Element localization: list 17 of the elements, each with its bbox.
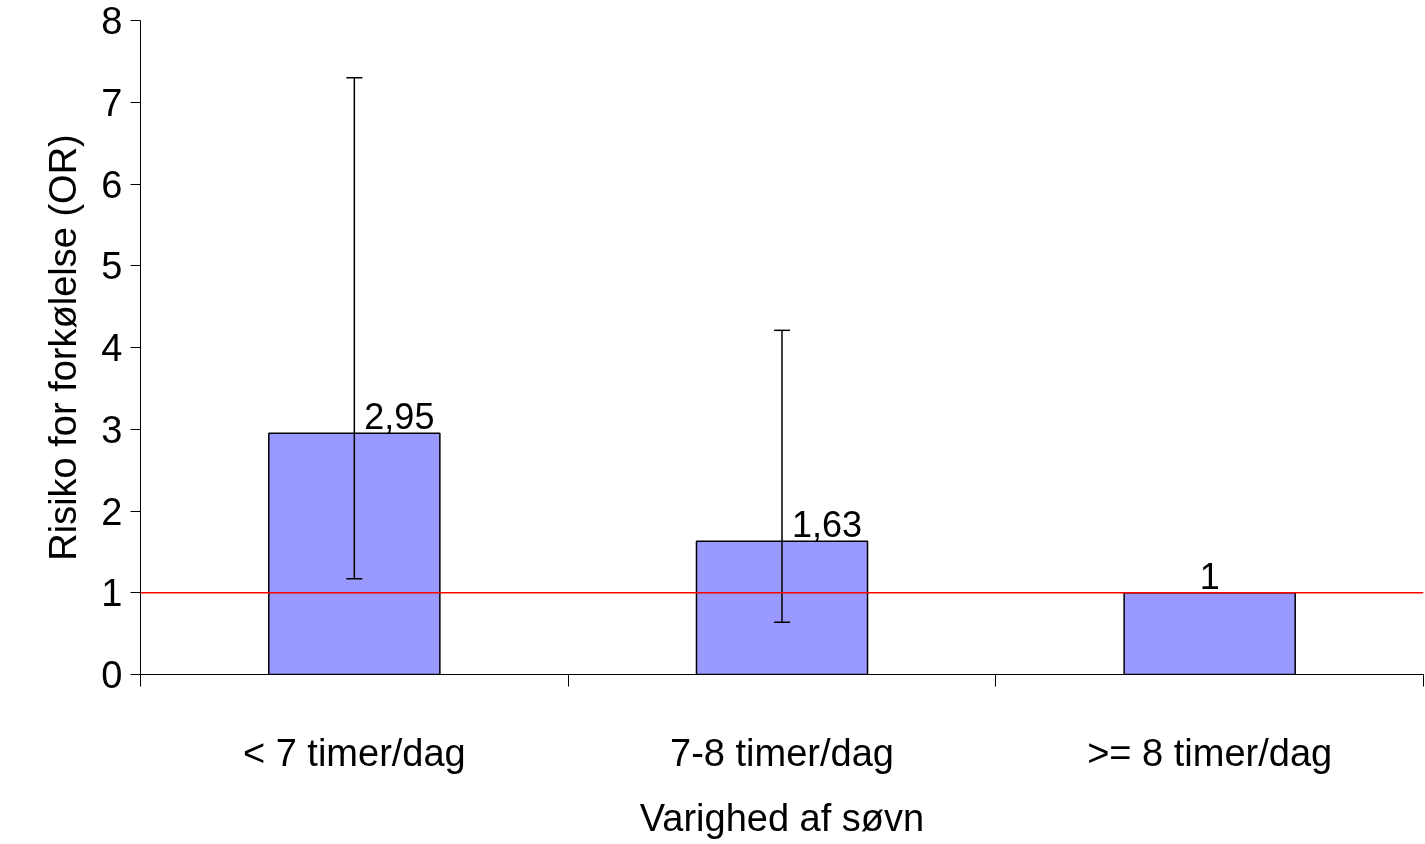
y-tick-label: 8	[101, 0, 123, 42]
x-tick-label: < 7 timer/dag	[242, 731, 466, 774]
y-tick-label: 1	[101, 572, 123, 615]
data-label: 1,63	[792, 504, 863, 546]
y-tick-label: 4	[101, 327, 123, 369]
y-tick-label: 6	[101, 163, 123, 206]
data-label: 1	[1199, 555, 1220, 597]
y-tick-label: 7	[101, 81, 123, 124]
x-tick-label: 7-8 timer/dag	[670, 731, 894, 774]
y-axis-title: Risiko for forkølelse (OR)	[42, 134, 85, 561]
x-tick-label: >= 8 timer/dag	[1087, 731, 1333, 774]
y-tick-label: 5	[101, 245, 123, 288]
y-tick-label: 3	[101, 408, 123, 451]
y-tick-label: 0	[101, 654, 123, 696]
y-tick-label: 2	[101, 490, 123, 533]
data-label: 2,95	[364, 396, 435, 438]
x-axis-title: Varighed af søvn	[639, 796, 925, 839]
